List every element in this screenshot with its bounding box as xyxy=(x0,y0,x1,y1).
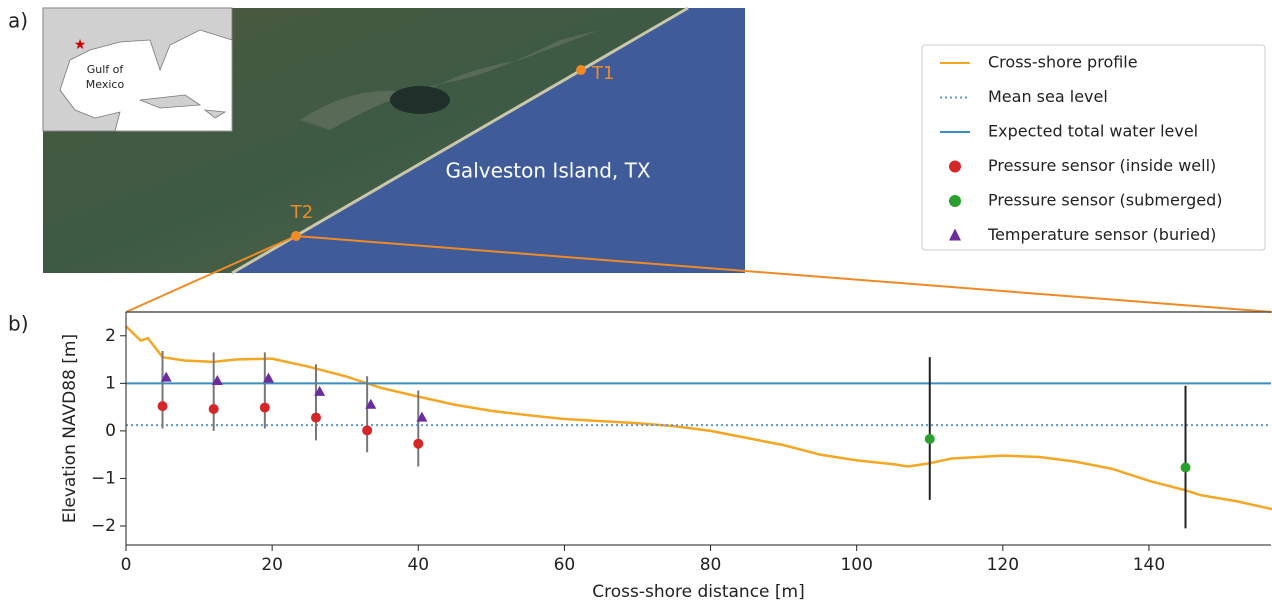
marker xyxy=(362,425,372,435)
legend-swatch xyxy=(949,195,961,207)
marker xyxy=(311,413,321,423)
marker xyxy=(158,401,168,411)
marker xyxy=(413,439,423,449)
profile-line xyxy=(126,326,1272,509)
x-tick-label: 80 xyxy=(700,555,722,575)
x-axis-label: Cross-shore distance [m] xyxy=(592,582,805,602)
x-tick-label: 40 xyxy=(407,555,429,575)
legend-label: Expected total water level xyxy=(988,122,1198,141)
site-label: T1 xyxy=(591,63,614,84)
site-label: T2 xyxy=(290,202,313,223)
legend-label: Pressure sensor (submerged) xyxy=(988,191,1223,210)
y-tick-label: −1 xyxy=(91,468,116,488)
inset-label: Gulf of xyxy=(87,63,125,76)
legend-label: Mean sea level xyxy=(988,87,1108,106)
marker xyxy=(209,404,219,414)
y-axis-label: Elevation NAVD88 [m] xyxy=(60,334,80,523)
place-label: Galveston Island, TX xyxy=(445,159,650,183)
legend xyxy=(922,45,1265,250)
panel-label: a) xyxy=(8,9,28,33)
y-tick-label: 2 xyxy=(105,326,116,346)
y-tick-label: −2 xyxy=(91,516,116,536)
inset-label: Mexico xyxy=(86,78,125,91)
x-tick-label: 120 xyxy=(987,555,1019,575)
legend-label: Cross-shore profile xyxy=(988,53,1138,72)
x-tick-label: 0 xyxy=(121,555,132,575)
legend-swatch xyxy=(949,161,961,173)
x-tick-label: 140 xyxy=(1133,555,1165,575)
figure: a) b) Galveston Island, TX T1 T2 ★ Gulf … xyxy=(0,0,1272,603)
panel-label: b) xyxy=(8,312,29,336)
star: ★ xyxy=(74,37,87,53)
marker xyxy=(260,403,270,413)
legend-label: Temperature sensor (buried) xyxy=(987,225,1216,244)
x-tick-label: 100 xyxy=(840,555,872,575)
x-tick-label: 60 xyxy=(554,555,576,575)
y-tick-label: 1 xyxy=(105,373,116,393)
marker xyxy=(1181,462,1191,472)
legend-label: Pressure sensor (inside well) xyxy=(988,156,1216,175)
marker xyxy=(925,434,935,444)
inset-map: ★ Gulf of Mexico xyxy=(43,8,232,131)
x-tick-label: 20 xyxy=(261,555,283,575)
y-tick-label: 0 xyxy=(105,421,116,441)
